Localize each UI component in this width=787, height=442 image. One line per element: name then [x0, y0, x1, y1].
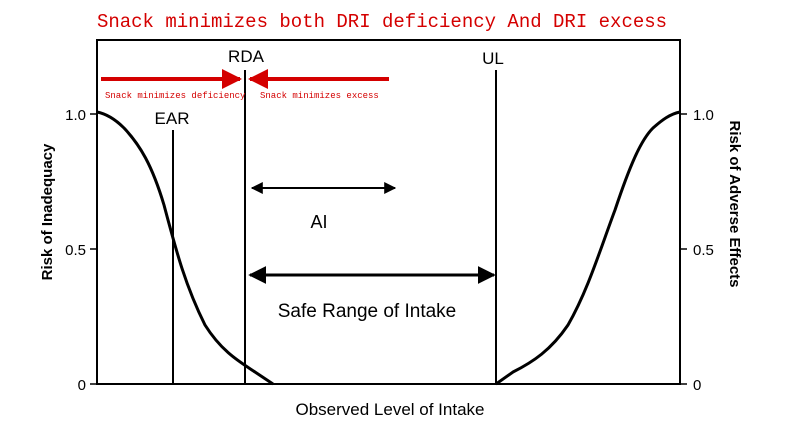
x-axis-label: Observed Level of Intake [295, 400, 484, 419]
rda-label: RDA [228, 47, 265, 66]
deficiency-label: Snack minimizes deficiency [105, 91, 246, 101]
ear-label: EAR [155, 109, 190, 128]
excess-label: Snack minimizes excess [260, 91, 379, 101]
ul-label: UL [482, 49, 504, 68]
y-left-tick-label: 0.5 [65, 242, 86, 259]
plot-frame [96, 39, 681, 385]
safe-range-label: Safe Range of Intake [278, 301, 457, 322]
y-right-ticks: 1.0 0.5 0 [680, 107, 714, 394]
y-left-ticks: 1.0 0.5 0 [65, 107, 97, 394]
y-left-axis-label: Risk of Inadequacy [39, 143, 56, 280]
y-left-tick-label: 1.0 [65, 107, 86, 124]
adverse-effects-curve [495, 110, 681, 386]
ai-label: AI [310, 212, 327, 232]
y-left-tick-label: 0 [78, 377, 86, 394]
y-right-tick-label: 0 [693, 377, 701, 394]
y-right-tick-label: 1.0 [693, 107, 714, 124]
inadequacy-curve [96, 110, 274, 386]
banner-title: Snack minimizes both DRI deficiency And … [97, 11, 667, 33]
y-right-tick-label: 0.5 [693, 242, 714, 259]
y-right-axis-label: Risk of Adverse Effects [726, 120, 743, 287]
